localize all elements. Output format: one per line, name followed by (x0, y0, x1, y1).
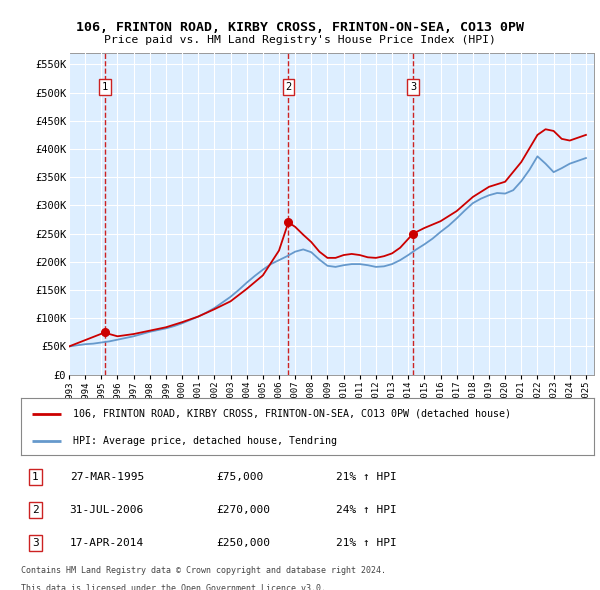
Text: 1: 1 (32, 472, 39, 482)
Text: This data is licensed under the Open Government Licence v3.0.: This data is licensed under the Open Gov… (21, 584, 326, 590)
Text: 17-APR-2014: 17-APR-2014 (70, 538, 144, 548)
Text: 2: 2 (32, 505, 39, 515)
Text: 1: 1 (102, 82, 108, 92)
Text: 21% ↑ HPI: 21% ↑ HPI (336, 472, 397, 482)
Text: HPI: Average price, detached house, Tendring: HPI: Average price, detached house, Tend… (73, 436, 337, 446)
Text: 3: 3 (32, 538, 39, 548)
Text: Contains HM Land Registry data © Crown copyright and database right 2024.: Contains HM Land Registry data © Crown c… (21, 566, 386, 575)
Text: 21% ↑ HPI: 21% ↑ HPI (336, 538, 397, 548)
Text: 24% ↑ HPI: 24% ↑ HPI (336, 505, 397, 515)
Text: 2: 2 (285, 82, 292, 92)
Text: Price paid vs. HM Land Registry's House Price Index (HPI): Price paid vs. HM Land Registry's House … (104, 35, 496, 45)
Text: 31-JUL-2006: 31-JUL-2006 (70, 505, 144, 515)
Text: 27-MAR-1995: 27-MAR-1995 (70, 472, 144, 482)
Text: 106, FRINTON ROAD, KIRBY CROSS, FRINTON-ON-SEA, CO13 0PW (detached house): 106, FRINTON ROAD, KIRBY CROSS, FRINTON-… (73, 409, 511, 419)
Text: £250,000: £250,000 (216, 538, 270, 548)
Text: 3: 3 (410, 82, 416, 92)
Text: £75,000: £75,000 (216, 472, 263, 482)
Bar (69, 53, 105, 375)
Text: £270,000: £270,000 (216, 505, 270, 515)
Text: 106, FRINTON ROAD, KIRBY CROSS, FRINTON-ON-SEA, CO13 0PW: 106, FRINTON ROAD, KIRBY CROSS, FRINTON-… (76, 21, 524, 34)
